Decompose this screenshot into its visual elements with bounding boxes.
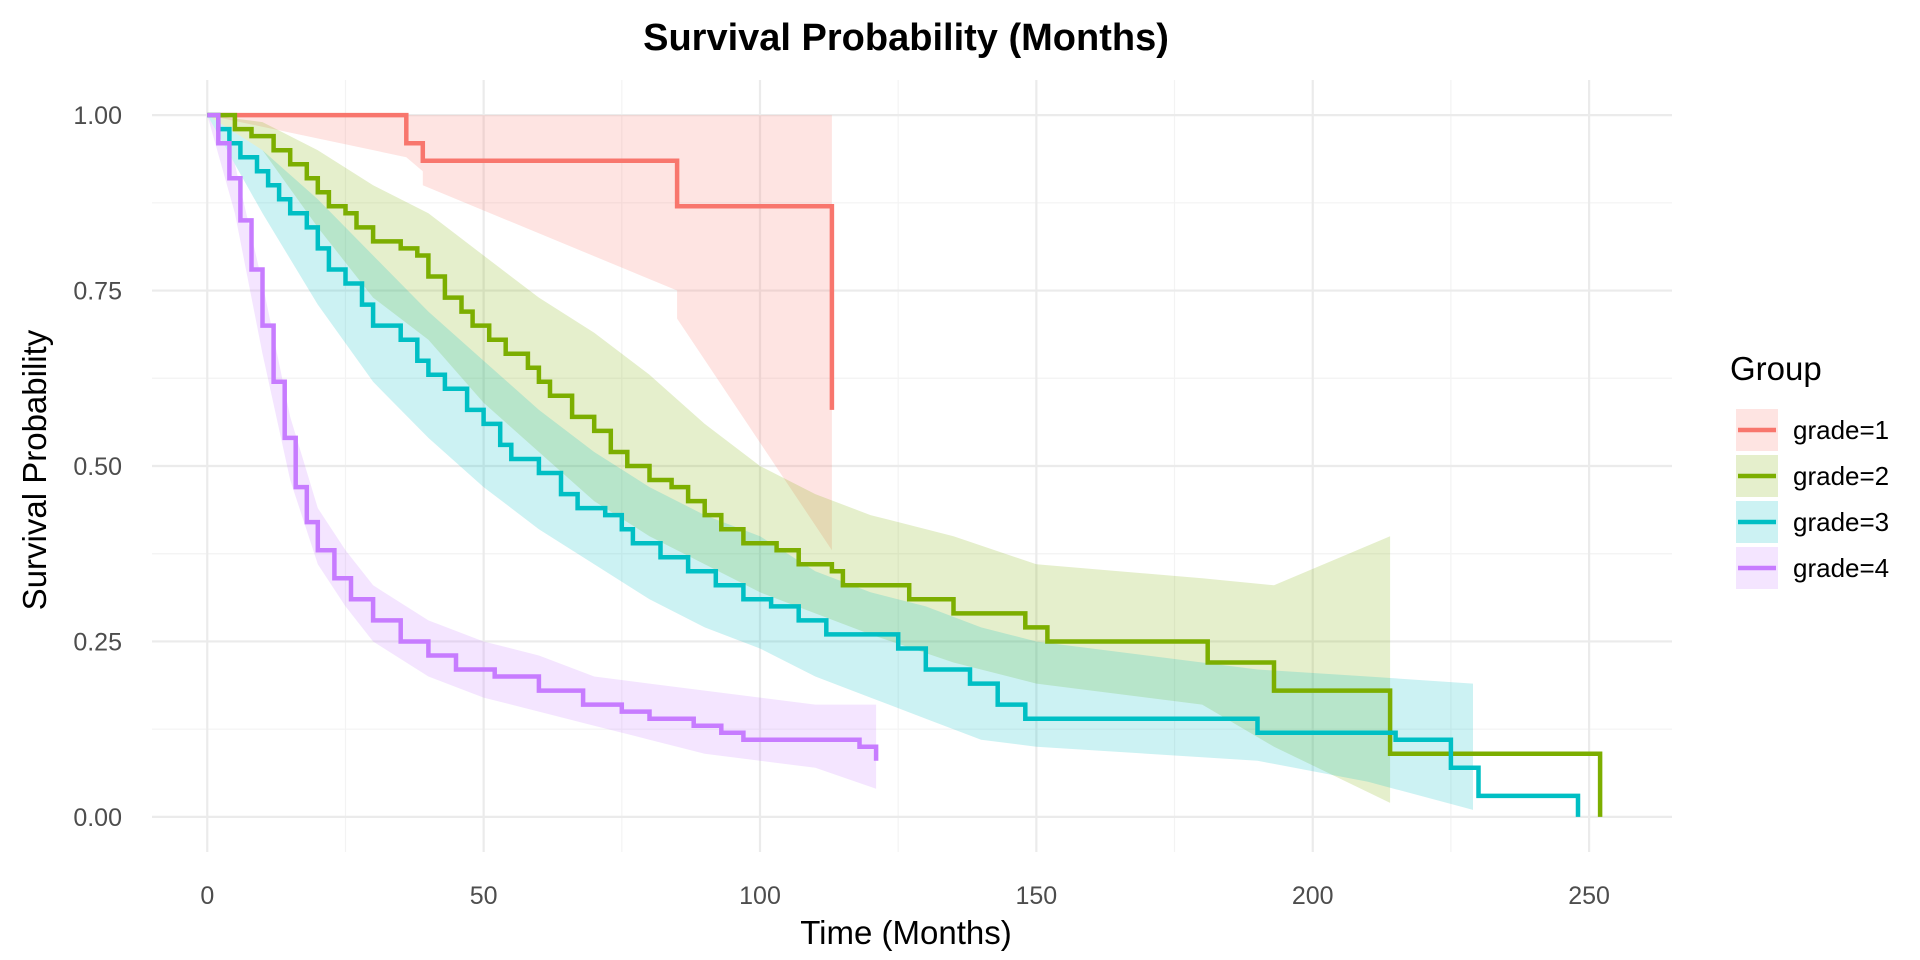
y-axis-title: Survival Probability (16, 329, 53, 610)
y-tick-label: 0.25 (73, 628, 122, 656)
x-tick-label: 200 (1292, 882, 1334, 910)
x-tick-label: 150 (1016, 882, 1058, 910)
survival-line-grade-1 (207, 112, 835, 410)
x-axis-title: Time (Months) (800, 914, 1011, 951)
y-tick-label: 1.00 (73, 102, 122, 130)
survival-line-grade-4 (207, 112, 879, 761)
ci-band-grade-1 (207, 115, 832, 551)
legend: Group grade=1 grade=2 grade=3 grade=4 (1730, 350, 1889, 589)
ci-band-grade-3 (207, 115, 1473, 810)
x-tick-label: 100 (739, 882, 781, 910)
legend-label-grade-3: grade=3 (1793, 507, 1889, 537)
legend-label-grade-2: grade=2 (1793, 461, 1889, 491)
x-tick-label: 250 (1568, 882, 1610, 910)
chart-title: Survival Probability (Months) (643, 17, 1169, 59)
legend-title: Group (1730, 350, 1822, 387)
survival-curves (207, 112, 1603, 817)
y-tick-label: 0.50 (73, 453, 122, 481)
confidence-bands (207, 115, 1473, 810)
survival-line-grade-3 (207, 112, 1581, 817)
x-tick-label: 50 (470, 882, 498, 910)
survival-line-grade-2 (207, 112, 1603, 817)
axes: 0 50 100 150 200 250 0.00 0.25 0.50 0.75 1.00 (73, 102, 1610, 910)
x-tick-label: 0 (200, 882, 214, 910)
grid-lines (152, 80, 1672, 852)
ci-band-grade-2 (207, 115, 1391, 803)
y-tick-label: 0.00 (73, 804, 122, 832)
legend-label-grade-1: grade=1 (1793, 415, 1889, 445)
y-tick-label: 0.75 (73, 278, 122, 306)
legend-label-grade-4: grade=4 (1793, 553, 1889, 583)
